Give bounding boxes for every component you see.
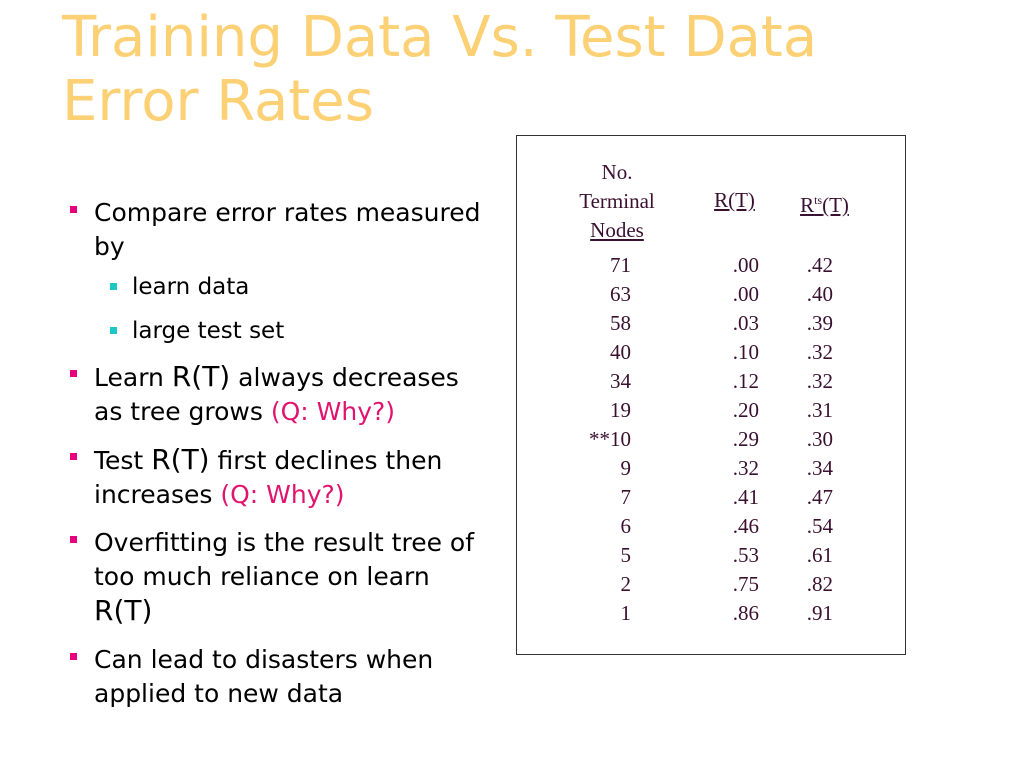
cell-test-error: .91 xyxy=(806,601,833,625)
sub-bullet-test-text: large test set xyxy=(132,318,285,344)
cell-test-error: .32 xyxy=(806,369,833,393)
table-row: 58 .03 .39 xyxy=(517,309,905,338)
cell-learn-error: .75 xyxy=(732,572,759,596)
table-row: **10 .29 .30 xyxy=(517,425,905,454)
bullet-overfitting-text: Overfitting is the result tree of too mu… xyxy=(94,528,474,591)
table-row: 2 .75 .82 xyxy=(517,570,905,599)
cell-nodes: 6 xyxy=(620,514,632,538)
cell-learn-error: .46 xyxy=(732,514,759,538)
table-row: 7 .41 .47 xyxy=(517,483,905,512)
cell-learn-error: .53 xyxy=(732,543,759,567)
cell-nodes: 58 xyxy=(610,311,631,335)
bullet-learn: Learn R(T) always decreases as tree grow… xyxy=(70,360,490,429)
cell-nodes: 7 xyxy=(620,485,632,509)
cell-learn-error: .12 xyxy=(732,369,759,393)
slide-title-line1: Training Data Vs. Test Data xyxy=(62,5,818,70)
slide-title: Training Data Vs. Test Data Error Rates xyxy=(62,6,962,134)
cell-test-error: .42 xyxy=(806,253,833,277)
table-row: 1 .86 .91 xyxy=(517,599,905,628)
cell-nodes: 34 xyxy=(610,369,631,393)
bullet-test-question: (Q: Why?) xyxy=(220,480,345,509)
cell-learn-error: .29 xyxy=(732,427,759,451)
cell-test-error: .54 xyxy=(806,514,833,538)
cell-nodes: 5 xyxy=(620,543,632,567)
error-rate-table-box: No. Terminal Nodes R(T) Rts(T) 71.00.42 6… xyxy=(516,135,906,655)
table-row: 5 .53 .61 xyxy=(517,541,905,570)
header-test-error: Rts(T) xyxy=(782,186,867,220)
cell-learn-error: .32 xyxy=(732,456,759,480)
header-learn-error: R(T) xyxy=(714,188,755,212)
bullet-test-pre: Test xyxy=(94,446,152,475)
bullet-overfitting: Overfitting is the result tree of too mu… xyxy=(70,526,490,629)
cell-nodes: 2 xyxy=(620,572,632,596)
sub-bullet-square-icon xyxy=(110,283,117,290)
sub-bullet-test: large test set xyxy=(70,316,490,346)
sub-bullet-list: learn data large test set xyxy=(70,272,490,346)
table-row: 71 .00 .42 xyxy=(517,251,905,280)
cell-test-error: .82 xyxy=(806,572,833,596)
table-row: 19 .20 .31 xyxy=(517,396,905,425)
cell-learn-error: .10 xyxy=(732,340,759,364)
table-row: 6 .46 .54 xyxy=(517,512,905,541)
cell-learn-error: .20 xyxy=(732,398,759,422)
cell-learn-error: .03 xyxy=(732,311,759,335)
bullet-square-icon xyxy=(70,206,77,213)
header-nodes-line2: Terminal xyxy=(579,189,655,213)
cell-test-error: .47 xyxy=(806,485,833,509)
cell-nodes: 9 xyxy=(620,456,632,480)
header-nodes-line1: No. xyxy=(601,160,633,184)
bullet-overfitting-rt: R(T) xyxy=(94,594,153,627)
cell-test-error: .30 xyxy=(806,427,833,451)
bullet-learn-question: (Q: Why?) xyxy=(270,397,396,426)
bullet-square-icon xyxy=(70,536,77,543)
cell-nodes: 1 xyxy=(620,601,632,625)
bullet-test: Test R(T) first declines then increases … xyxy=(70,443,490,512)
cell-learn-error: .00 xyxy=(732,253,759,277)
cell-nodes: 63 xyxy=(610,282,631,306)
bullet-disasters: Can lead to disasters when applied to ne… xyxy=(70,643,490,711)
bullet-learn-mid: always decreases as tree grows xyxy=(94,363,459,426)
header-test-error-r: R xyxy=(800,193,815,217)
cell-learn-error: .41 xyxy=(732,485,759,509)
cell-test-error: .61 xyxy=(806,543,833,567)
bullet-square-icon xyxy=(70,453,77,460)
table-row: 63 .00 .40 xyxy=(517,280,905,309)
bullet-square-icon xyxy=(70,370,77,377)
bullet-disasters-text: Can lead to disasters when applied to ne… xyxy=(94,645,434,708)
cell-nodes: 40 xyxy=(610,340,631,364)
cell-test-error: .34 xyxy=(806,456,833,480)
cell-nodes: 19 xyxy=(610,398,631,422)
slide-title-line2: Error Rates xyxy=(62,69,374,134)
cell-test-error: .32 xyxy=(806,340,833,364)
header-terminal-nodes: No. Terminal Nodes xyxy=(547,158,687,245)
bullet-list: Compare error rates measured by learn da… xyxy=(70,196,490,725)
bullet-compare: Compare error rates measured by xyxy=(70,196,490,264)
bullet-compare-text: Compare error rates measured by xyxy=(94,198,481,261)
header-nodes-line3: Nodes xyxy=(590,218,644,242)
bullet-learn-rt: R(T) xyxy=(171,360,231,393)
header-test-error-t: (T) xyxy=(822,193,849,217)
cell-test-error: .40 xyxy=(806,282,833,306)
sub-bullet-square-icon xyxy=(110,327,117,334)
sub-bullet-learn-text: learn data xyxy=(132,274,250,300)
bullet-learn-pre: Learn xyxy=(94,363,172,392)
table-row: 40 .10 .32 xyxy=(517,338,905,367)
cell-nodes: 71 xyxy=(610,253,631,277)
bullet-test-mid: first declines then increases xyxy=(94,446,443,509)
bullet-test-rt: R(T) xyxy=(151,443,210,476)
table-row: 9 .32 .34 xyxy=(517,454,905,483)
header-test-error-sup: ts xyxy=(814,193,823,207)
cell-learn-error: .86 xyxy=(732,601,759,625)
sub-bullet-learn: learn data xyxy=(70,272,490,302)
bullet-square-icon xyxy=(70,653,77,660)
cell-nodes: **10 xyxy=(589,427,631,451)
cell-test-error: .31 xyxy=(806,398,833,422)
cell-learn-error: .00 xyxy=(732,282,759,306)
table-row: 34 .12 .32 xyxy=(517,367,905,396)
cell-test-error: .39 xyxy=(806,311,833,335)
